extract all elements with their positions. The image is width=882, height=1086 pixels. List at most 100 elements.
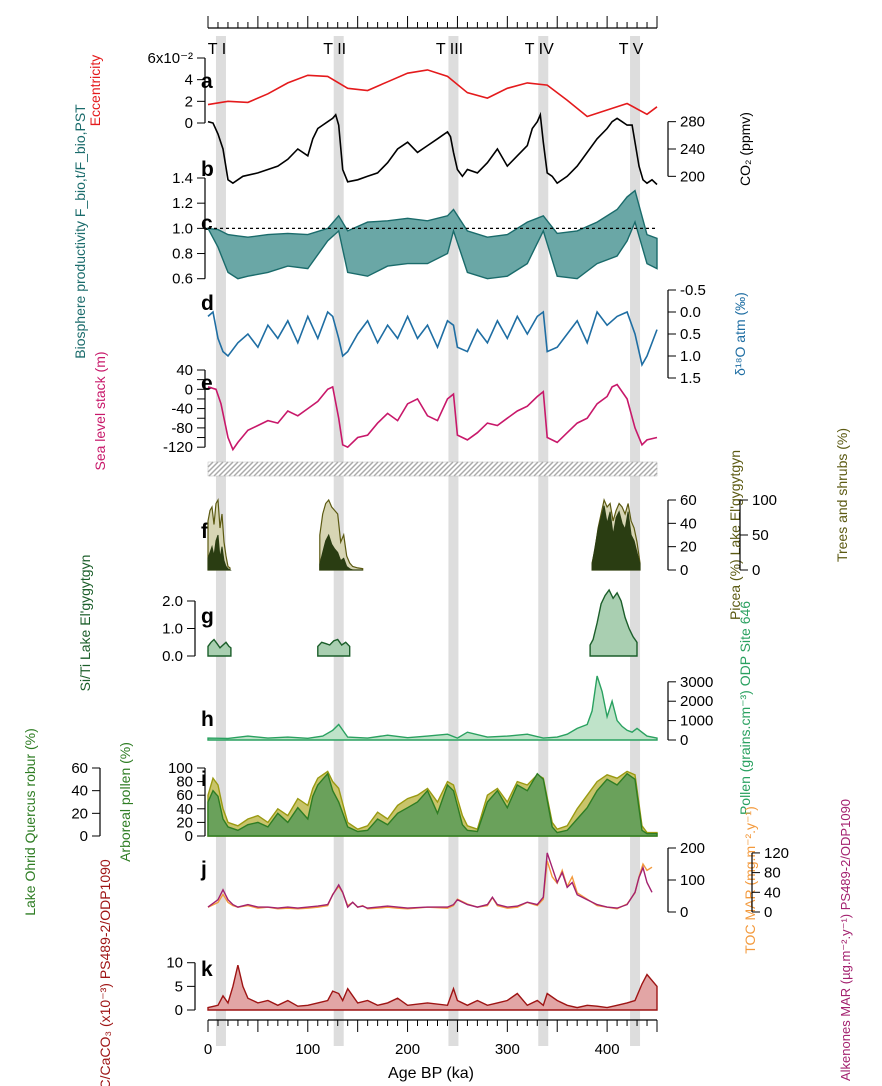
termination-label-5: T V (619, 41, 644, 58)
panel-letter: k (201, 958, 213, 981)
y-tick-label: 0 (680, 732, 688, 749)
hatch-line (213, 461, 229, 477)
x-tick-label: 0 (204, 1041, 212, 1058)
y-tick-label: 1000 (680, 713, 713, 730)
y-tick-label: 0.0 (680, 304, 701, 321)
hatch-line (598, 461, 614, 477)
y2-axis-title: Alkenones MAR (µg.m⁻².y⁻¹) PS489-2/ODP10… (838, 799, 853, 1081)
series-line (207, 69, 658, 118)
quercus-axis: 60 40 20 0 Lake Ohrid Quercus robur (%) (22, 728, 101, 916)
y-axis-title: Eccentricity (87, 55, 103, 127)
hatch-line (458, 461, 474, 477)
siti-area (317, 638, 351, 657)
picea-area (591, 505, 641, 571)
hatch-line (463, 461, 479, 477)
hatch-line (643, 462, 658, 477)
hatch-line (618, 461, 634, 477)
hatch-line (628, 461, 644, 477)
pollen-area (207, 675, 658, 741)
panel-letter: g (201, 605, 214, 628)
hatch-line (418, 461, 434, 477)
hatched-separator (207, 461, 658, 477)
y-tick-label: 100 (680, 872, 705, 889)
alkenones-axis: 120 80 40 0 Alkenones MAR (µg.m⁻².y⁻¹) PS489… (751, 799, 853, 1081)
hatch-line (358, 461, 374, 477)
hatch-line (258, 461, 274, 477)
panel-letter: f (201, 520, 209, 543)
series-line (207, 111, 658, 186)
hatch-line (363, 461, 379, 477)
hatch-line (263, 461, 279, 477)
hatch-line (208, 461, 224, 477)
trees-axis: 100 50 0 Trees and shrubs (%) (739, 428, 850, 579)
picea-area (319, 533, 363, 571)
hatch-line (328, 461, 344, 477)
hatch-line (483, 461, 499, 477)
y-tick-label: -120 (163, 439, 193, 456)
hatch-line (393, 461, 409, 477)
alkenones-line (207, 852, 653, 909)
hatch-line (528, 461, 544, 477)
hatch-line (348, 461, 364, 477)
bottom-age-axis: Age BP (ka) 0 100 200 300 400 (204, 1019, 658, 1082)
hatch-line (373, 461, 389, 477)
hatch-line (533, 461, 549, 477)
y2-tick-label: 40 (71, 783, 88, 800)
y2-tick-label: 100 (752, 492, 777, 509)
panel-f: f 60 40 20 0 Picea (%) Lake El'gygytgyn 100 50 0… (201, 428, 850, 620)
x-tick-label: 300 (495, 1041, 520, 1058)
y-tick-label: 0 (185, 381, 193, 398)
hatch-line (568, 461, 584, 477)
x-tick-label: 400 (595, 1041, 620, 1058)
y2-tick-label: 120 (764, 845, 789, 862)
hatch-line (207, 461, 219, 473)
y-tick-label: 0 (175, 1002, 183, 1019)
termination-label-2: T II (323, 41, 346, 58)
hatch-line (353, 461, 369, 477)
quercus-area (207, 772, 658, 837)
hatch-line (428, 461, 444, 477)
hatch-line (383, 461, 399, 477)
hatch-line (398, 461, 414, 477)
y-tick-label: 2000 (680, 693, 713, 710)
hatch-line (453, 461, 469, 477)
panel-k: k 10 5 0 TOC/CaCO₃ (x10⁻³) PS489-2/ODP1090 (97, 859, 658, 1086)
y-tick-label: 6x10⁻² (148, 50, 193, 67)
hatch-line (338, 461, 354, 477)
y-axis-title: Sea level stack (m) (92, 351, 108, 470)
panel-letter: e (201, 372, 213, 395)
termination-label-3: T III (436, 41, 463, 58)
siti-area (207, 638, 232, 657)
x-axis-label: Age BP (ka) (388, 1065, 474, 1082)
y-tick-label: 3000 (680, 674, 713, 691)
panel-e: e 40 0 -40 -80 -120 Sea level stack (m) (92, 351, 658, 471)
y-tick-label: 100 (168, 760, 193, 777)
y-tick-label: 60 (680, 492, 697, 509)
y-tick-label: 0.6 (172, 271, 193, 288)
hatch-line (478, 461, 494, 477)
hatch-line (653, 472, 658, 477)
y-tick-label: 40 (176, 362, 193, 379)
hatch-line (608, 461, 624, 477)
hatch-line (243, 461, 259, 477)
hatch-line (523, 461, 539, 477)
y-tick-label: -40 (171, 401, 193, 418)
hatch-line (493, 461, 509, 477)
y-tick-label: 0 (680, 562, 688, 579)
y2-axis-title: Trees and shrubs (%) (834, 428, 850, 562)
hatch-line (468, 461, 484, 477)
hatch-line (273, 461, 289, 477)
panel-d: d -0.5 0.0 0.5 1.0 1.5 δ¹⁸O atm (‰) (201, 282, 748, 387)
hatch-line (283, 461, 299, 477)
y2-tick-label: 20 (71, 805, 88, 822)
hatch-line (378, 461, 394, 477)
hatch-line (548, 461, 564, 477)
hatch-line (223, 461, 239, 477)
y-axis-title: Si/Ti Lake El'gygytgyn (77, 555, 93, 692)
y-tick-label: 1.0 (172, 220, 193, 237)
hatch-line (443, 461, 459, 477)
panel-g: g 2.0 1.0 0.0 Si/Ti Lake El'gygytgyn (77, 555, 638, 692)
hatch-line (233, 461, 249, 477)
y-tick-label: 2.0 (162, 593, 183, 610)
